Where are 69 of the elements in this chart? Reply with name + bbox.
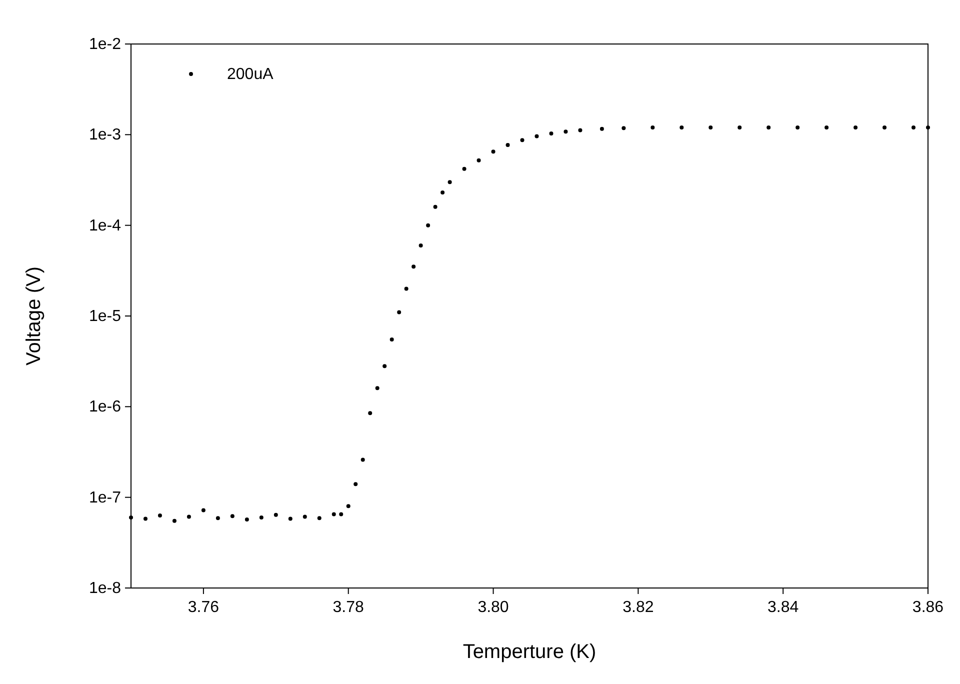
point	[520, 138, 524, 142]
x-axis-title: Temperture (K)	[462, 641, 596, 663]
point	[172, 518, 176, 523]
point	[302, 514, 307, 519]
point	[397, 310, 402, 314]
y-tick-label: 1e-6	[88, 398, 122, 416]
point	[578, 128, 582, 132]
legend-label: 200uA	[227, 66, 274, 83]
point	[332, 512, 336, 516]
point	[360, 458, 365, 462]
point	[143, 516, 148, 521]
x-tick-label: 3.76	[188, 599, 220, 616]
point	[448, 180, 452, 184]
point	[680, 125, 684, 130]
point	[382, 364, 387, 368]
point	[390, 338, 394, 342]
x-tick-label: 3.78	[332, 599, 364, 616]
point	[564, 130, 568, 134]
y-tick-label: 1e-5	[88, 308, 122, 325]
y-tick-label: 1e-7	[88, 489, 122, 506]
point	[158, 514, 162, 518]
point	[368, 411, 372, 416]
point	[201, 508, 206, 512]
point	[824, 125, 829, 130]
point	[129, 515, 133, 520]
point	[418, 243, 423, 248]
point	[339, 512, 344, 516]
point	[375, 386, 380, 390]
point	[926, 125, 930, 130]
y-tick-label: 1e-4	[88, 217, 122, 234]
point	[549, 132, 554, 136]
y-tick-label: 1e-2	[88, 36, 122, 53]
x-tick-label: 3.82	[622, 599, 654, 616]
y-tick-label: 1e-8	[88, 580, 122, 597]
point	[476, 158, 481, 162]
point	[440, 190, 445, 195]
point	[230, 514, 234, 518]
point	[622, 126, 626, 130]
point	[708, 125, 713, 130]
point	[506, 142, 510, 147]
point	[738, 125, 742, 130]
point	[426, 223, 430, 228]
x-tick-label: 3.80	[478, 599, 509, 616]
point	[912, 125, 916, 130]
y-axis-title: Voltage (V)	[23, 266, 45, 366]
point	[650, 125, 655, 130]
point	[854, 125, 858, 130]
point	[534, 134, 539, 138]
point	[274, 512, 278, 517]
point	[412, 264, 416, 269]
point	[600, 126, 604, 131]
point	[796, 125, 800, 130]
point	[354, 482, 358, 486]
x-tick-label: 3.84	[768, 599, 799, 616]
point	[346, 504, 350, 508]
point	[244, 517, 249, 522]
point	[404, 286, 408, 291]
point	[186, 514, 191, 519]
point	[882, 125, 887, 130]
y-tick-label: 1e-3	[88, 126, 122, 144]
point	[288, 516, 292, 521]
x-tick-label: 3.86	[912, 599, 944, 616]
point	[433, 204, 438, 209]
point	[491, 150, 496, 154]
point	[766, 125, 771, 130]
point	[259, 515, 264, 520]
point	[216, 516, 220, 520]
point	[462, 166, 466, 171]
point	[317, 516, 322, 520]
